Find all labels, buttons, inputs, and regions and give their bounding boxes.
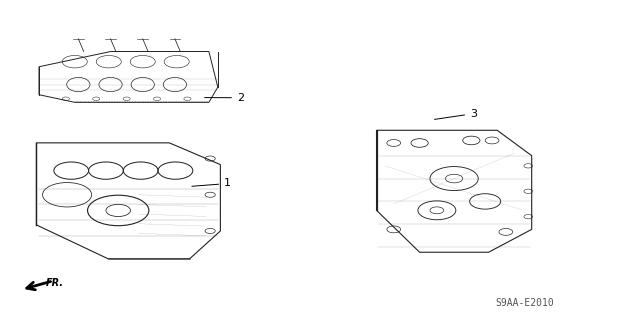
Text: FR.: FR. bbox=[45, 278, 63, 288]
Text: S9AA-E2010: S9AA-E2010 bbox=[495, 298, 554, 308]
Text: 3: 3 bbox=[435, 109, 477, 119]
Text: 2: 2 bbox=[205, 93, 244, 103]
Text: 1: 1 bbox=[192, 179, 231, 189]
